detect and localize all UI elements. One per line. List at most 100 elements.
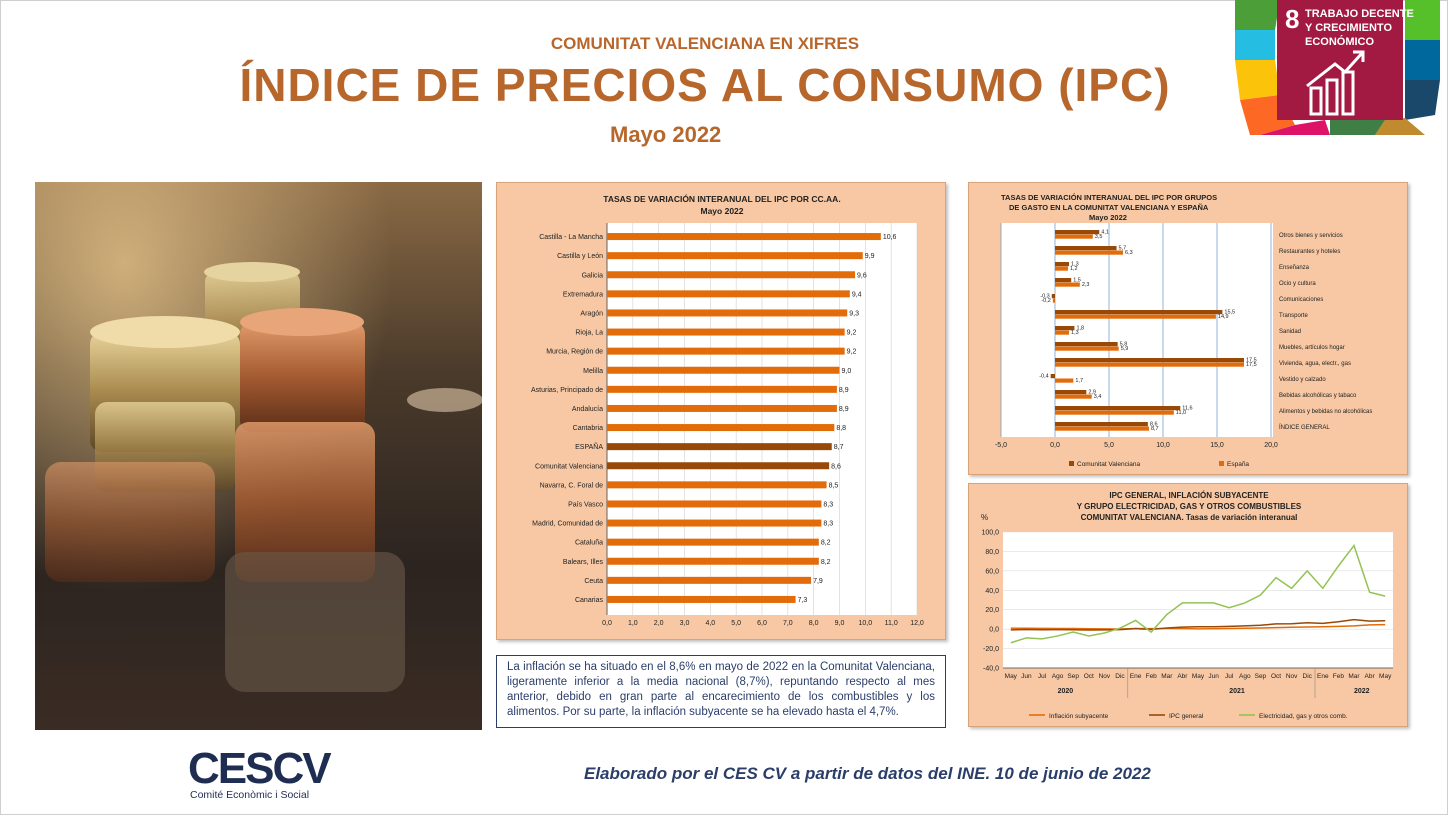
category-label: Castilla - La Mancha — [539, 234, 603, 241]
header-subtitle: COMUNITAT VALENCIANA EN XIFRES — [550, 34, 860, 53]
header-date: Mayo 2022 — [610, 122, 722, 147]
bar — [607, 500, 822, 508]
category-label: ÍNDICE GENERAL — [1279, 424, 1330, 431]
coins-photo — [35, 182, 482, 730]
y-tick-label: 80,0 — [985, 549, 999, 556]
chart-ccaa-panel: TASAS DE VARIACIÓN INTERANUAL DEL IPC PO… — [496, 182, 946, 640]
summary-text: La inflación se ha situado en el 8,6% en… — [496, 655, 946, 728]
x-tick-label: Oct — [1271, 673, 1281, 680]
value-label: 8,2 — [821, 540, 831, 547]
chart-groups-panel: TASAS DE VARIACIÓN INTERANUAL DEL IPC PO… — [968, 182, 1408, 475]
bar — [607, 271, 855, 279]
category-label: Murcia, Región de — [546, 349, 603, 356]
bar — [1055, 358, 1244, 363]
y-tick-label: 100,0 — [981, 530, 999, 537]
bar — [1055, 390, 1087, 395]
bar — [1055, 426, 1149, 431]
category-label: Otros bienes y servicios — [1279, 233, 1343, 239]
x-tick-label: Ene — [1130, 673, 1142, 680]
x-tick-label: May — [1379, 673, 1392, 680]
value-label: 14,9 — [1218, 314, 1229, 320]
value-label: 1,7 — [1075, 378, 1083, 384]
chart-groups-title-3: Mayo 2022 — [1089, 213, 1127, 222]
value-label: 1,3 — [1071, 262, 1079, 268]
logo-text: CESCV — [188, 744, 332, 793]
value-label: 5,8 — [1120, 342, 1128, 348]
bar — [1055, 378, 1074, 383]
chart-lines: IPC GENERAL, INFLACIÓN SUBYACENTE Y GRUP… — [981, 491, 1393, 720]
bar — [1055, 410, 1174, 415]
value-label: 9,2 — [847, 349, 857, 356]
bar — [607, 290, 850, 298]
bar — [607, 481, 827, 489]
chart-groups-title-1: TASAS DE VARIACIÓN INTERANUAL DEL IPC PO… — [1001, 193, 1217, 202]
x-tick-label: 10,0 — [859, 620, 873, 627]
value-label: 3,4 — [1094, 394, 1102, 400]
category-label: Canarias — [575, 597, 604, 604]
bar — [1055, 394, 1092, 399]
bar — [1055, 250, 1124, 255]
bar — [607, 328, 845, 336]
value-label: 10,6 — [883, 234, 897, 241]
growth-chart-icon — [1306, 50, 1365, 116]
x-tick-label: Feb — [1333, 673, 1345, 680]
bar — [1055, 246, 1117, 251]
bar — [607, 595, 796, 603]
value-label: 8,6 — [1150, 422, 1158, 428]
value-label: 7,9 — [813, 578, 823, 585]
bar — [607, 233, 881, 241]
value-label: 9,0 — [842, 368, 852, 375]
value-label: 15,5 — [1224, 310, 1235, 316]
x-tick-label: 0,0 — [602, 620, 612, 627]
category-label: Restaurantes y hoteles — [1279, 249, 1340, 255]
sdg-wheel-icon — [1235, 0, 1440, 135]
bar — [607, 252, 863, 260]
category-label: Comunicaciones — [1279, 297, 1323, 303]
category-label: Navarra, C. Foral de — [540, 482, 604, 489]
x-tick-label: Mar — [1348, 673, 1360, 680]
bar — [1052, 298, 1055, 303]
year-label: 2021 — [1229, 688, 1245, 695]
x-tick-label: Nov — [1286, 673, 1298, 680]
category-label: Vestido y calzado — [1279, 377, 1326, 383]
bar — [607, 557, 819, 565]
x-tick-label: 4,0 — [705, 620, 715, 627]
y-tick-label: -20,0 — [983, 646, 999, 653]
bar — [1055, 342, 1118, 347]
value-label: 7,3 — [798, 597, 808, 604]
bar — [607, 404, 837, 412]
category-label: Alimentos y bebidas no alcohólicas — [1279, 409, 1372, 415]
x-tick-label: 7,0 — [783, 620, 793, 627]
page-title: ÍNDICE DE PRECIOS AL CONSUMO (IPC) — [239, 59, 1171, 111]
chart-ccaa-title: TASAS DE VARIACIÓN INTERANUAL DEL IPC PO… — [603, 193, 840, 204]
bar — [1055, 230, 1100, 235]
sdg-line3: ECONÓMICO — [1305, 35, 1375, 48]
series-line — [1010, 544, 1386, 644]
x-tick-label: Sep — [1067, 673, 1079, 680]
x-tick-label: Jun — [1021, 673, 1032, 680]
legend-swatch — [1069, 461, 1074, 466]
value-label: 11,0 — [1176, 410, 1186, 416]
chart-lines-title-2: Y GRUPO ELECTRICIDAD, GAS Y OTROS COMBUS… — [1077, 502, 1302, 511]
category-label: Cataluña — [575, 540, 603, 547]
value-label: 8,7 — [834, 444, 844, 451]
chart-groups-title-2: DE GASTO EN LA COMUNITAT VALENCIANA Y ES… — [1009, 203, 1209, 212]
value-label: 3,5 — [1095, 234, 1103, 240]
value-label: 6,3 — [1125, 250, 1133, 256]
bar — [1055, 266, 1068, 271]
value-label: 8,6 — [831, 463, 841, 470]
value-label: -0,4 — [1039, 374, 1048, 380]
value-label: 4,1 — [1101, 230, 1109, 236]
bar — [1050, 374, 1055, 379]
x-tick-label: Dic — [1115, 673, 1125, 680]
value-label: 2,9 — [1088, 390, 1096, 396]
value-label: 8,8 — [836, 425, 846, 432]
x-tick-label: 8,0 — [809, 620, 819, 627]
value-label: 2,3 — [1082, 282, 1090, 288]
category-label: Bebidas alcohólicas y tabaco — [1279, 393, 1357, 399]
legend-label: España — [1227, 461, 1249, 468]
category-label: ESPAÑA — [575, 442, 603, 451]
legend-label: Comunitat Valenciana — [1077, 461, 1140, 468]
source-footer: Elaborado por el CES CV a partir de dato… — [584, 764, 1151, 783]
x-tick-label: Oct — [1084, 673, 1094, 680]
